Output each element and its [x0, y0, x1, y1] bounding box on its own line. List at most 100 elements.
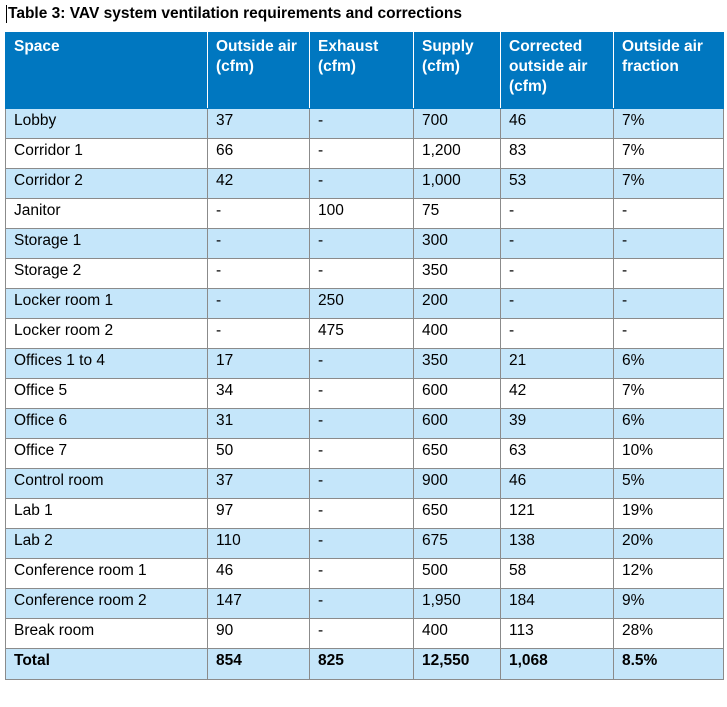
exhaust-cell: - [309, 348, 414, 379]
outside-air-fraction-cell: 6% [613, 348, 724, 379]
supply-cell: 350 [413, 258, 501, 289]
corrected-outside-air-cell: 46 [500, 468, 614, 499]
total-corrected-outside-air: 1,068 [500, 648, 614, 680]
table-row: Control room 37-900 46 5% [5, 468, 724, 499]
exhaust-cell: - [309, 228, 414, 259]
table-row: Conference room 1 46-500 58 12% [5, 558, 724, 589]
outside-air-cell: 34 [207, 378, 310, 409]
corrected-outside-air-cell: 138 [500, 528, 614, 559]
corrected-outside-air-cell: - [500, 228, 614, 259]
exhaust-cell: - [309, 588, 414, 619]
total-label: Total [5, 648, 208, 680]
table-row: Storage 1- -300- - [5, 228, 724, 259]
column-header-supply: Supply (cfm) [413, 32, 501, 109]
table-row: Lab 2 110-675 138 20% [5, 528, 724, 559]
outside-air-cell: - [207, 228, 310, 259]
space-cell: Locker room 2 [5, 318, 208, 349]
supply-cell: 1,200 [413, 138, 501, 169]
outside-air-cell: 31 [207, 408, 310, 439]
corrected-outside-air-cell: 53 [500, 168, 614, 199]
corrected-outside-air-cell: - [500, 258, 614, 289]
column-header-outside-air-fraction: Outside air fraction [613, 32, 724, 109]
corrected-outside-air-cell: 58 [500, 558, 614, 589]
outside-air-fraction-cell: - [613, 228, 724, 259]
outside-air-cell: 66 [207, 138, 310, 169]
space-cell: Janitor [5, 198, 208, 229]
outside-air-cell: 110 [207, 528, 310, 559]
exhaust-cell: - [309, 438, 414, 469]
table-row: Storage 2- -350- - [5, 258, 724, 289]
total-outside-air-fraction: 8.5% [613, 648, 724, 680]
outside-air-fraction-cell: 20% [613, 528, 724, 559]
ventilation-table: Space Outside air (cfm) Exhaust (cfm) Su… [5, 32, 724, 680]
exhaust-cell: 250 [309, 288, 414, 319]
corrected-outside-air-cell: 63 [500, 438, 614, 469]
outside-air-cell: - [207, 318, 310, 349]
space-cell: Lobby [5, 108, 208, 139]
table-row: Break room 90-400 113 28% [5, 618, 724, 649]
column-header-outside-air: Outside air (cfm) [207, 32, 310, 109]
exhaust-cell: - [309, 378, 414, 409]
supply-cell: 900 [413, 468, 501, 499]
outside-air-cell: - [207, 258, 310, 289]
space-cell: Corridor 1 [5, 138, 208, 169]
exhaust-cell: - [309, 138, 414, 169]
column-header-corrected-outside-air: Corrected outside air (cfm) [500, 32, 614, 109]
table-row: Janitor -100 75- - [5, 198, 724, 229]
supply-cell: 200 [413, 288, 501, 319]
table-row: Lab 1 97-650 121 19% [5, 498, 724, 529]
table-row: Lobby 37-700 46 7% [5, 108, 724, 139]
supply-cell: 75 [413, 198, 501, 229]
outside-air-cell: 46 [207, 558, 310, 589]
outside-air-fraction-cell: 5% [613, 468, 724, 499]
outside-air-fraction-cell: 9% [613, 588, 724, 619]
total-exhaust: 825 [309, 648, 414, 680]
space-cell: Storage 1 [5, 228, 208, 259]
table-row: Corridor 1 66-1,200 83 7% [5, 138, 724, 169]
outside-air-cell: - [207, 288, 310, 319]
corrected-outside-air-cell: 46 [500, 108, 614, 139]
corrected-outside-air-cell: - [500, 288, 614, 319]
outside-air-cell: 97 [207, 498, 310, 529]
corrected-outside-air-cell: 83 [500, 138, 614, 169]
outside-air-cell: 17 [207, 348, 310, 379]
exhaust-cell: - [309, 108, 414, 139]
outside-air-fraction-cell: 19% [613, 498, 724, 529]
supply-cell: 500 [413, 558, 501, 589]
table-row: Conference room 2 147-1,950 184 9% [5, 588, 724, 619]
space-cell: Lab 1 [5, 498, 208, 529]
supply-cell: 650 [413, 498, 501, 529]
table-row: Office 6 31-600 39 6% [5, 408, 724, 439]
table-caption: Table 3: VAV system ventilation requirem… [6, 5, 462, 23]
corrected-outside-air-cell: - [500, 318, 614, 349]
outside-air-cell: 147 [207, 588, 310, 619]
exhaust-cell: - [309, 558, 414, 589]
space-cell: Corridor 2 [5, 168, 208, 199]
table-row: Office 5 34-600 42 7% [5, 378, 724, 409]
total-supply: 12,550 [413, 648, 501, 680]
outside-air-fraction-cell: - [613, 318, 724, 349]
exhaust-cell: 475 [309, 318, 414, 349]
corrected-outside-air-cell: 39 [500, 408, 614, 439]
outside-air-fraction-cell: 7% [613, 138, 724, 169]
outside-air-cell: 37 [207, 468, 310, 499]
space-cell: Office 5 [5, 378, 208, 409]
space-cell: Lab 2 [5, 528, 208, 559]
outside-air-fraction-cell: 6% [613, 408, 724, 439]
exhaust-cell: - [309, 408, 414, 439]
total-outside-air: 854 [207, 648, 310, 680]
supply-cell: 350 [413, 348, 501, 379]
outside-air-fraction-cell: 7% [613, 168, 724, 199]
header-row: Space Outside air (cfm) Exhaust (cfm) Su… [5, 32, 724, 109]
table-row: Corridor 2 42-1,000 53 7% [5, 168, 724, 199]
supply-cell: 1,950 [413, 588, 501, 619]
outside-air-cell: 37 [207, 108, 310, 139]
space-cell: Offices 1 to 4 [5, 348, 208, 379]
supply-cell: 400 [413, 618, 501, 649]
outside-air-fraction-cell: 7% [613, 108, 724, 139]
space-cell: Control room [5, 468, 208, 499]
outside-air-fraction-cell: - [613, 288, 724, 319]
exhaust-cell: - [309, 468, 414, 499]
supply-cell: 600 [413, 408, 501, 439]
corrected-outside-air-cell: 21 [500, 348, 614, 379]
